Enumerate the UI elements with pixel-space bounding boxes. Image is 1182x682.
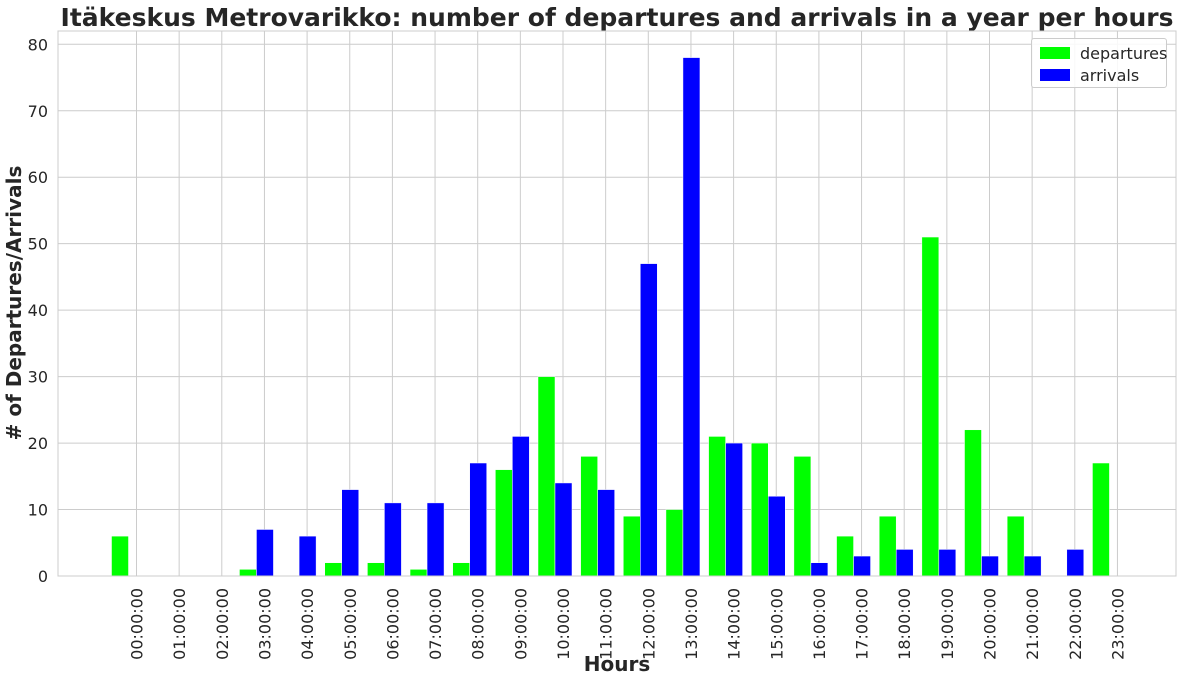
bar-departures bbox=[111, 535, 129, 577]
legend-label-departures: departures bbox=[1080, 43, 1168, 63]
x-tick-label: 06:00:00 bbox=[383, 588, 402, 660]
bar-arrivals bbox=[725, 442, 743, 577]
x-tick-label: 19:00:00 bbox=[938, 588, 957, 660]
bar-arrivals bbox=[554, 482, 573, 577]
bar-departures bbox=[324, 562, 342, 577]
bar-departures bbox=[751, 442, 769, 577]
bar-arrivals bbox=[810, 562, 829, 577]
bar-departures bbox=[537, 376, 556, 577]
x-tick-label: 01:00:00 bbox=[170, 588, 189, 660]
x-tick-label: 02:00:00 bbox=[213, 588, 232, 660]
x-axis-label: Hours bbox=[583, 652, 651, 676]
x-tick-label: 04:00:00 bbox=[298, 588, 317, 660]
x-tick-labels: 00:00:00 01:00:00 02:00:00 03:00:00 04:00:00… bbox=[128, 588, 1128, 660]
x-tick-label: 16:00:00 bbox=[810, 588, 829, 660]
x-tick-label: 18:00:00 bbox=[895, 588, 914, 660]
bar-departures bbox=[239, 569, 257, 577]
y-tick-label: 10 bbox=[28, 501, 48, 520]
y-tick-label: 40 bbox=[28, 301, 48, 320]
legend-item-arrivals: arrivals bbox=[1040, 65, 1139, 85]
y-tick-label: 60 bbox=[28, 168, 48, 187]
bar-arrivals bbox=[1066, 549, 1085, 577]
x-tick-label: 09:00:00 bbox=[511, 588, 530, 660]
bar-arrivals bbox=[682, 57, 701, 577]
y-tick-label: 30 bbox=[28, 368, 48, 387]
bar-arrivals bbox=[768, 495, 786, 577]
x-tick-label: 23:00:00 bbox=[1108, 588, 1127, 660]
grid-layer bbox=[58, 31, 1176, 577]
x-tick-label: 12:00:00 bbox=[639, 588, 658, 660]
x-tick-label: 00:00:00 bbox=[128, 588, 147, 660]
bar-arrivals bbox=[256, 529, 274, 577]
x-tick-label: 22:00:00 bbox=[1066, 588, 1085, 660]
legend-swatch-departures bbox=[1040, 47, 1070, 59]
bar-departures bbox=[1006, 515, 1025, 577]
bar-arrivals bbox=[853, 555, 871, 577]
chart-title: Itäkeskus Metrovarikko: number of depart… bbox=[60, 3, 1174, 32]
bar-arrivals bbox=[1023, 555, 1042, 577]
x-tick-label: 08:00:00 bbox=[469, 588, 488, 660]
x-tick-label: 11:00:00 bbox=[597, 588, 616, 660]
bar-departures bbox=[964, 429, 982, 577]
bar-arrivals bbox=[426, 502, 445, 577]
legend-swatch-arrivals bbox=[1040, 69, 1070, 81]
x-tick-label: 10:00:00 bbox=[554, 588, 573, 660]
bar-departures bbox=[878, 515, 897, 577]
bar-arrivals bbox=[597, 489, 615, 577]
plot-frame bbox=[57, 30, 1177, 577]
bar-departures bbox=[921, 236, 940, 577]
bar-departures bbox=[1092, 462, 1110, 577]
legend-label-arrivals: arrivals bbox=[1080, 65, 1140, 85]
bar-layer bbox=[111, 57, 1110, 577]
bar-arrivals bbox=[512, 436, 530, 577]
bar-departures bbox=[836, 535, 854, 577]
bar-arrivals bbox=[298, 535, 317, 577]
y-tick-label: 50 bbox=[28, 235, 48, 254]
bar-departures bbox=[708, 436, 726, 577]
legend-item-departures: departures bbox=[1040, 43, 1167, 63]
x-tick-label: 15:00:00 bbox=[767, 588, 786, 660]
bar-arrivals bbox=[640, 263, 658, 577]
x-tick-label: 21:00:00 bbox=[1023, 588, 1042, 660]
bar-arrivals bbox=[895, 549, 914, 577]
y-tick-labels: 0 10 20 30 40 50 60 70 80 bbox=[28, 35, 48, 586]
bar-departures bbox=[452, 562, 470, 577]
bar-departures bbox=[495, 469, 513, 577]
y-tick-label: 70 bbox=[28, 102, 48, 121]
x-tick-label: 03:00:00 bbox=[255, 588, 274, 660]
x-tick-label: 13:00:00 bbox=[682, 588, 701, 660]
y-tick-label: 80 bbox=[28, 35, 48, 54]
x-tick-label: 07:00:00 bbox=[426, 588, 445, 660]
x-tick-label: 05:00:00 bbox=[341, 588, 360, 660]
bar-departures bbox=[367, 562, 385, 577]
bar-arrivals bbox=[384, 502, 402, 577]
bar-departures bbox=[793, 456, 812, 577]
bar-departures bbox=[409, 569, 428, 577]
bar-departures bbox=[623, 515, 641, 577]
bar-arrivals bbox=[981, 555, 999, 577]
bar-arrivals bbox=[938, 549, 957, 577]
y-axis-label-text: # of Departures/Arrivals bbox=[2, 165, 26, 441]
legend: departures arrivals bbox=[1031, 38, 1167, 88]
bar-departures bbox=[580, 456, 598, 577]
x-tick-label: 14:00:00 bbox=[725, 588, 744, 660]
bar-arrivals bbox=[469, 462, 487, 577]
bar-departures bbox=[665, 509, 684, 577]
y-tick-label: 20 bbox=[28, 434, 48, 453]
y-tick-label: 0 bbox=[38, 567, 48, 586]
x-tick-label: 20:00:00 bbox=[981, 588, 1000, 660]
x-tick-label: 17:00:00 bbox=[853, 588, 872, 660]
bar-arrivals bbox=[341, 489, 359, 577]
